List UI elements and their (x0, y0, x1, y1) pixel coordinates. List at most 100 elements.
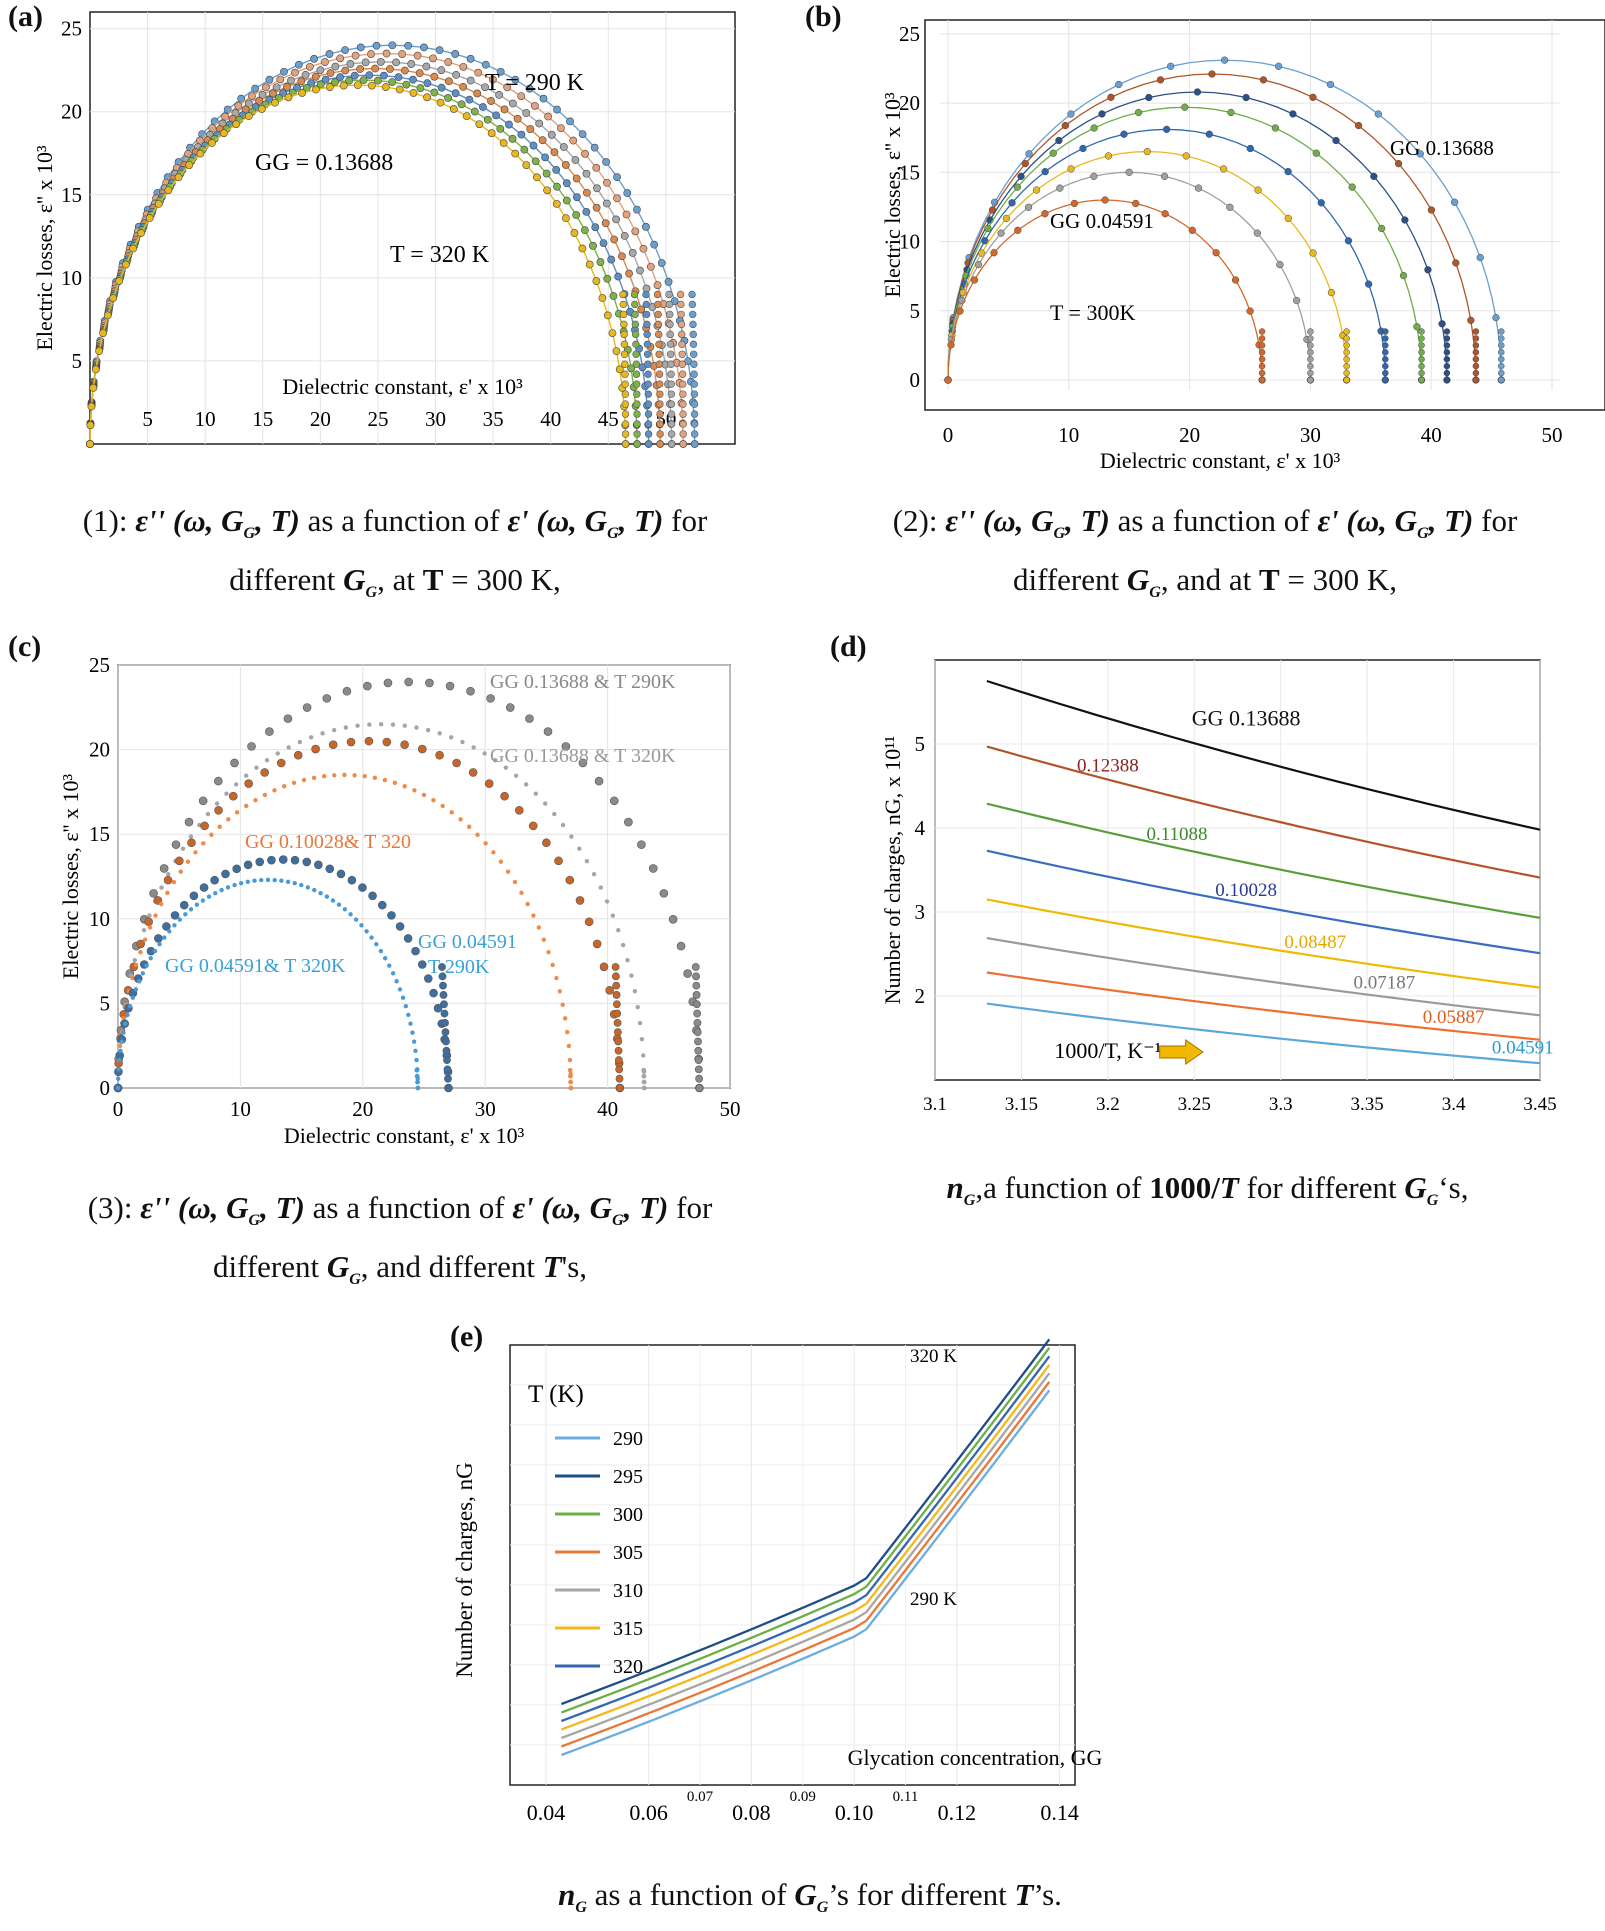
series-label: 0.11088 (1146, 824, 1207, 845)
data-point (387, 911, 396, 920)
data-point (439, 991, 448, 999)
data-point (214, 776, 223, 786)
data-point (290, 855, 300, 865)
data-point (578, 244, 587, 253)
data-point (91, 365, 100, 374)
data-point (633, 440, 641, 448)
data-point (157, 941, 162, 947)
data-point (567, 1067, 573, 1073)
series-label: 0.04591 (1492, 1038, 1554, 1059)
data-point (367, 722, 372, 727)
data-point (444, 1074, 452, 1083)
data-point (286, 745, 291, 750)
data-point (382, 49, 391, 58)
data-point (654, 330, 663, 339)
data-point (291, 780, 297, 786)
data-point (1067, 110, 1075, 118)
legend-label: 315 (613, 1618, 643, 1640)
data-point (689, 320, 697, 329)
data-point (415, 1079, 420, 1085)
data-point (437, 731, 442, 736)
data-point (607, 255, 616, 264)
data-point (620, 350, 629, 358)
data-point (668, 915, 678, 924)
series-line (560, 1372, 1051, 1740)
data-point (602, 158, 611, 166)
data-point (1188, 226, 1196, 234)
data-point (147, 925, 153, 930)
data-point (528, 821, 538, 831)
data-point (253, 797, 258, 803)
data-point (280, 67, 288, 76)
x-tick-label: 0.12 (938, 1800, 977, 1825)
data-point (603, 178, 611, 187)
data-point (1418, 369, 1425, 377)
data-point (678, 370, 687, 378)
data-point (356, 65, 365, 73)
data-point (465, 95, 474, 104)
data-point (311, 85, 320, 94)
data-point (498, 859, 504, 864)
data-point (578, 130, 587, 138)
data-point (1307, 349, 1314, 356)
data-point (99, 329, 108, 337)
data-point (481, 60, 490, 69)
data-point (1443, 369, 1451, 377)
data-point (435, 46, 444, 55)
data-point (429, 988, 438, 998)
data-point (542, 169, 551, 178)
data-point (445, 681, 455, 691)
data-point (496, 67, 505, 76)
x-tick-label: 3.15 (1005, 1094, 1038, 1115)
data-point (171, 840, 181, 849)
data-point (336, 902, 342, 907)
data-point (387, 963, 392, 968)
data-point (1443, 362, 1451, 370)
data-point (655, 370, 664, 378)
x-axis-title: Dielectric constant, ε' x 10³ (284, 1123, 525, 1148)
data-point (656, 420, 664, 428)
data-point (1253, 229, 1261, 237)
data-point (184, 817, 194, 827)
data-point (1205, 130, 1213, 138)
x-tick-label: 20 (1179, 423, 1200, 447)
data-point (148, 956, 153, 961)
data-point (283, 714, 293, 723)
panel-a: (a) 5 10 15 20 25 30 35 40 45 50 5 10 15 20 25 Dielectr… (0, 0, 790, 610)
data-point (624, 817, 633, 827)
data-point (691, 963, 700, 971)
data-point (451, 50, 460, 58)
data-point (1107, 93, 1115, 101)
data-point (1472, 369, 1480, 377)
data-point (636, 266, 644, 275)
data-point (1231, 276, 1240, 284)
data-point (372, 775, 378, 781)
data-point (667, 400, 676, 408)
data-point (562, 214, 570, 223)
data-point (350, 71, 359, 80)
data-point (690, 360, 698, 368)
data-point (1343, 349, 1350, 356)
data-point (568, 1079, 574, 1085)
data-point (381, 83, 390, 91)
y-tick-label: 5 (72, 349, 83, 373)
panel-letter: (d) (830, 630, 867, 663)
data-point (560, 1002, 565, 1007)
data-point (667, 410, 676, 418)
chart-b: 0 10 20 30 40 50 0 5 10 15 20 25 Dielectric constant… (880, 19, 1605, 473)
data-point (382, 777, 388, 783)
data-point (1344, 237, 1353, 245)
data-point (655, 360, 664, 368)
data-point (1472, 355, 1480, 363)
data-point (614, 1046, 623, 1055)
data-point (1418, 335, 1425, 342)
annotation: GG 0.13688 (1390, 136, 1494, 160)
data-point (572, 211, 581, 219)
annotation: GG 0.04591& T 320K (165, 955, 346, 977)
data-point (503, 765, 509, 770)
data-point (86, 440, 94, 448)
data-point (481, 83, 489, 92)
data-point (568, 1073, 573, 1079)
data-point (448, 735, 454, 740)
